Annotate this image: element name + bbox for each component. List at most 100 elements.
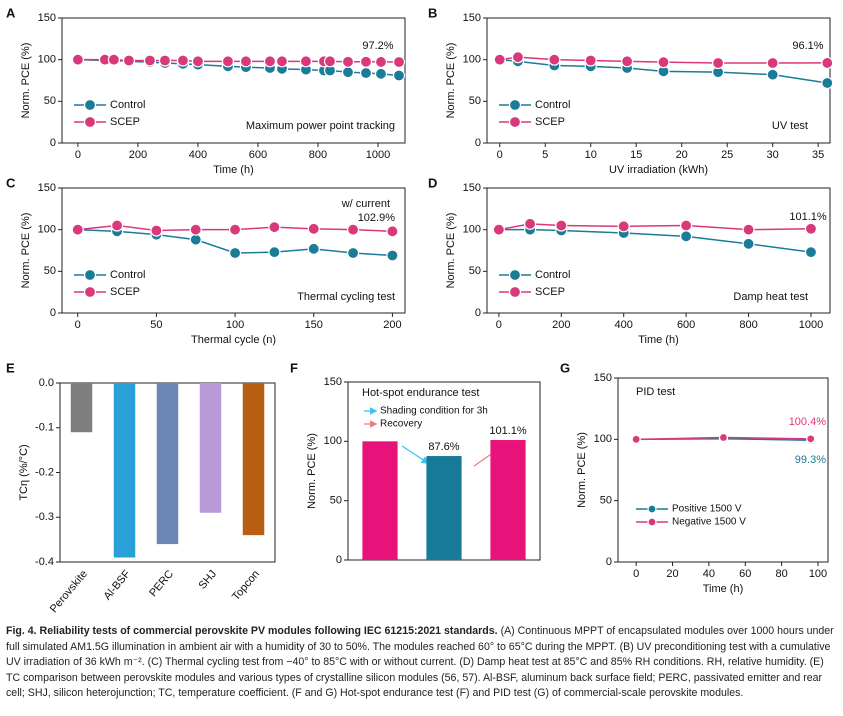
y-tick-label: 0 <box>50 137 56 149</box>
y-tick-label: 150 <box>463 12 481 24</box>
plot-frame <box>617 377 829 563</box>
panel-letter: D <box>428 175 437 190</box>
marker <box>275 55 289 68</box>
x-tick-label: 40 <box>703 568 715 580</box>
x-tick-label: 200 <box>552 319 570 331</box>
bar <box>70 383 93 433</box>
x-tick-label: 25 <box>721 149 733 161</box>
marker <box>268 246 281 259</box>
marker <box>804 246 818 259</box>
panel-letter: G <box>560 360 570 375</box>
panel-letter: E <box>6 360 15 375</box>
legend-label: SCEP <box>110 286 140 298</box>
caption: Fig. 4. Reliability tests of commercial … <box>6 624 836 702</box>
marker <box>631 434 641 444</box>
legend-marker <box>83 268 97 282</box>
x-tick-label: PERC <box>147 568 176 599</box>
y-tick-label: -0.3 <box>35 511 54 523</box>
marker <box>71 53 85 66</box>
legend-label: Negative 1500 V <box>672 517 746 528</box>
legend-marker <box>508 98 522 112</box>
y-tick-label: 50 <box>469 265 481 277</box>
x-tick-label: 10 <box>585 149 597 161</box>
marker <box>341 66 355 79</box>
marker <box>359 66 373 80</box>
legend-label: SCEP <box>535 116 565 128</box>
marker <box>150 224 163 237</box>
annotation: Recovery <box>380 419 422 430</box>
plot-frame <box>61 187 406 314</box>
y-tick-label: 100 <box>38 224 56 236</box>
legend-marker <box>647 517 657 527</box>
marker <box>392 69 406 82</box>
marker <box>621 55 634 68</box>
marker <box>511 51 525 64</box>
x-tick-label: 400 <box>615 319 633 331</box>
marker <box>766 68 779 81</box>
legend-label: SCEP <box>535 286 565 298</box>
y-tick-label: 0.0 <box>39 377 54 389</box>
y-axis-title: Norm. PCE (%) <box>20 43 32 119</box>
y-tick-label: 150 <box>324 376 342 388</box>
y-tick-label: 150 <box>38 12 56 24</box>
x-tick-label: 60 <box>739 568 751 580</box>
marker <box>806 434 816 444</box>
y-tick-label: 50 <box>44 95 56 107</box>
annotation: w/ current <box>341 198 390 210</box>
caption-title: Fig. 4. Reliability tests of commercial … <box>6 625 498 637</box>
y-axis-title: Norm. PCE (%) <box>20 213 32 289</box>
marker <box>718 432 729 443</box>
marker <box>584 54 597 67</box>
legend-marker <box>508 268 522 282</box>
marker <box>228 223 242 236</box>
y-tick-label: 0 <box>336 554 342 566</box>
x-tick-label: 200 <box>129 149 147 161</box>
x-axis-title: Time (h) <box>703 583 744 595</box>
marker <box>176 54 190 67</box>
x-tick-label: 600 <box>249 149 267 161</box>
value-label: 87.6% <box>428 441 459 453</box>
y-tick-label: 100 <box>463 54 481 66</box>
bar <box>242 383 265 536</box>
x-tick-label: 800 <box>739 319 757 331</box>
x-tick-label: 1000 <box>366 149 390 161</box>
y-tick-label: 50 <box>469 95 481 107</box>
x-tick-label: 150 <box>305 319 323 331</box>
x-tick-label: 0 <box>496 319 502 331</box>
marker <box>493 53 506 66</box>
x-tick-label: 80 <box>776 568 788 580</box>
marker <box>158 54 172 67</box>
x-axis-title: Time (h) <box>638 334 679 346</box>
y-tick-label: 100 <box>463 224 481 236</box>
annotation: Thermal cycling test <box>297 291 395 303</box>
marker <box>307 222 320 235</box>
marker <box>742 237 755 250</box>
marker <box>221 55 235 68</box>
marker <box>122 54 136 67</box>
x-tick-label: SHJ <box>196 568 219 592</box>
x-tick-label: 100 <box>809 568 827 580</box>
marker <box>228 246 242 260</box>
marker <box>71 223 84 236</box>
y-tick-label: 50 <box>330 495 342 507</box>
x-tick-label: Al-BSF <box>101 568 133 603</box>
plot-frame <box>486 187 831 314</box>
x-axis-title: Thermal cycle (n) <box>191 334 276 346</box>
y-tick-label: 150 <box>463 182 481 194</box>
annotation: Hot-spot endurance test <box>362 387 479 399</box>
marker <box>374 67 388 80</box>
legend-label: Control <box>110 269 145 281</box>
legend-marker <box>83 98 97 112</box>
legend-label: Control <box>535 269 570 281</box>
x-axis-title: UV irradiation (kWh) <box>609 164 708 176</box>
y-tick-label: -0.4 <box>35 556 54 568</box>
y-axis-title: Norm. PCE (%) <box>445 213 457 289</box>
x-tick-label: 20 <box>676 149 688 161</box>
annotation: 99.3% <box>795 454 826 466</box>
marker <box>821 56 834 70</box>
bar <box>156 383 179 545</box>
annotation: 96.1% <box>792 40 823 52</box>
marker <box>341 55 355 68</box>
y-tick-label: 150 <box>38 182 56 194</box>
